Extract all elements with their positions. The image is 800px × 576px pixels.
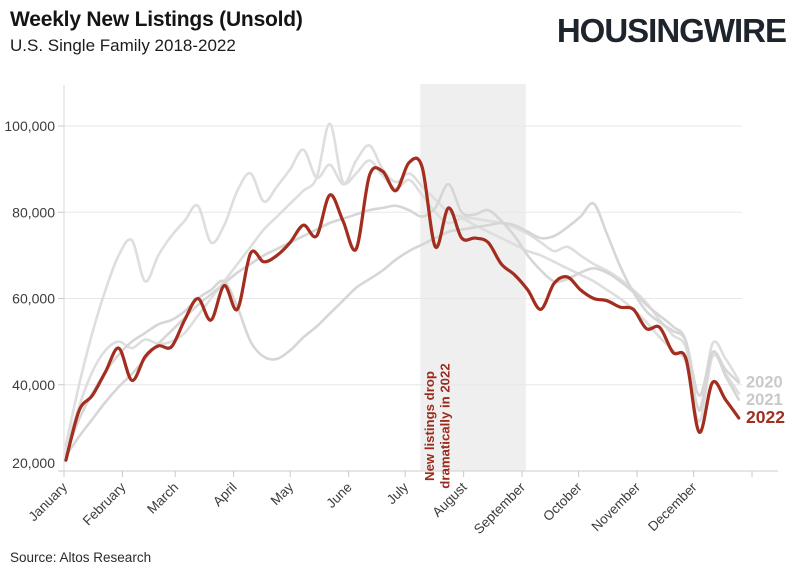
highlight-band bbox=[420, 84, 526, 471]
y-tick-label: 80,000 bbox=[12, 204, 55, 220]
chart-area: 20,000 40,000 60,000 80,000 100,000 January Fe… bbox=[0, 76, 800, 548]
y-tick-label: 20,000 bbox=[12, 455, 55, 471]
x-tick-label: September bbox=[471, 479, 529, 537]
chart-header: Weekly New Listings (Unsold) U.S. Single… bbox=[0, 0, 800, 76]
series-line-2020 bbox=[64, 201, 741, 456]
x-tick-label: June bbox=[323, 480, 354, 511]
series-line-2018 bbox=[64, 148, 741, 447]
chart-title: Weekly New Listings (Unsold) bbox=[10, 8, 303, 31]
y-tick-label: 40,000 bbox=[12, 377, 55, 393]
x-tick-label: January bbox=[26, 479, 71, 524]
x-tick-label: November bbox=[589, 479, 644, 534]
x-tick-label: July bbox=[384, 479, 412, 507]
x-tick-label: May bbox=[268, 479, 297, 508]
x-tick-label: February bbox=[80, 479, 129, 528]
chart-subtitle: U.S. Single Family 2018-2022 bbox=[10, 36, 236, 55]
legend-label-2022: 2022 bbox=[746, 407, 785, 427]
band-annotation-line: dramatically in 2022 bbox=[438, 363, 453, 488]
x-tick-label: March bbox=[144, 480, 181, 517]
x-tick-label: October bbox=[540, 479, 585, 524]
line-chart-canvas: 20,000 40,000 60,000 80,000 100,000 January Fe… bbox=[4, 84, 785, 537]
y-tick-label: 60,000 bbox=[12, 291, 55, 307]
x-tick-label: December bbox=[645, 479, 700, 534]
series-line-2019 bbox=[64, 122, 741, 451]
source-text: Source: Altos Research bbox=[10, 550, 152, 565]
band-annotation-line: New listings drop bbox=[422, 371, 437, 481]
series-line-2022 bbox=[64, 156, 741, 462]
y-tick-label: 100,000 bbox=[4, 118, 55, 134]
series-line-2021 bbox=[64, 182, 741, 458]
x-tick-label: April bbox=[210, 480, 240, 510]
legend-label-2020: 2020 bbox=[746, 374, 783, 392]
legend-label-2021: 2021 bbox=[746, 391, 783, 409]
housingwire-logo: HOUSINGWIRE bbox=[556, 12, 787, 49]
